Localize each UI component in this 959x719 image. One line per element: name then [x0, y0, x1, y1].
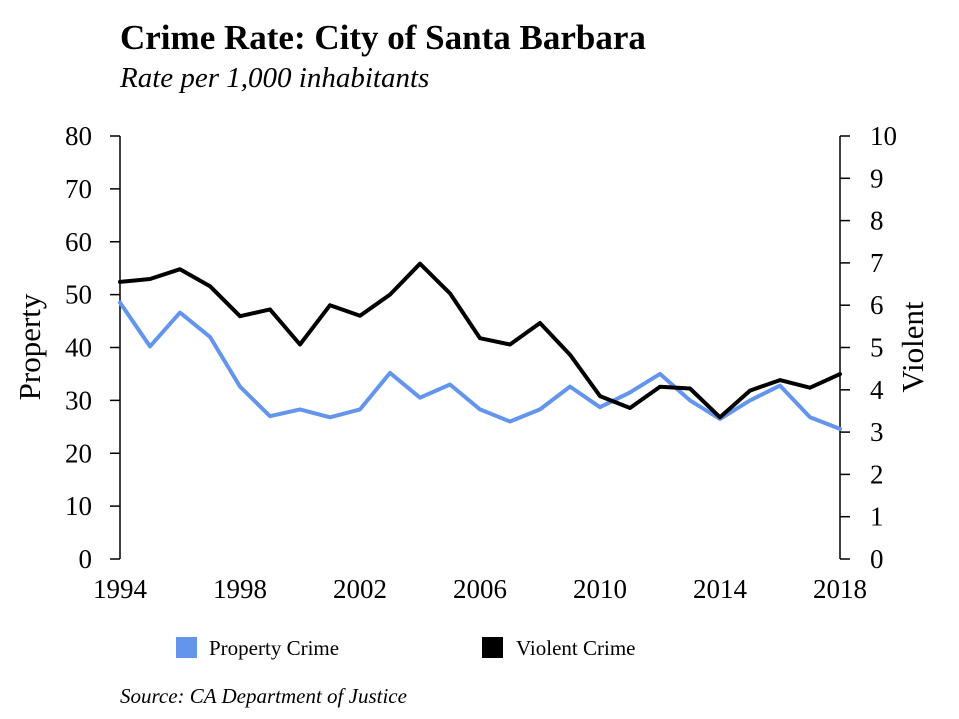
series-line-property: [118, 300, 842, 431]
right-tick-label: 9: [870, 163, 884, 193]
series-line-violent: [118, 261, 842, 420]
chart-subtitle: Rate per 1,000 inhabitants: [120, 62, 430, 94]
x-tick-label: 1994: [93, 574, 148, 604]
left-axis-title: Property: [12, 293, 47, 400]
legend-label-violent: Violent Crime: [516, 636, 635, 660]
right-tick-label: 2: [870, 459, 884, 489]
left-tick-label: 60: [65, 227, 92, 257]
right-tick-label: 10: [870, 121, 897, 151]
left-tick-label: 0: [79, 544, 93, 574]
source-note: Source: CA Department of Justice: [120, 684, 407, 708]
left-tick-label: 70: [65, 174, 92, 204]
legend-swatch-property: [176, 637, 197, 658]
left-tick-label: 30: [65, 385, 92, 415]
left-tick-label: 50: [65, 280, 92, 310]
right-axis-title: Violent: [895, 301, 930, 393]
right-tick-label: 1: [870, 502, 884, 532]
x-tick-label: 1998: [213, 574, 267, 604]
x-tick-label: 2010: [573, 574, 627, 604]
x-axis: 1994 1998 2002 2006 2010 2014 2018: [93, 574, 867, 604]
chart-title: Crime Rate: City of Santa Barbara: [120, 18, 646, 57]
left-tick-label: 80: [65, 121, 92, 151]
right-y-axis: 0 1 2 3 4 5 6 7 8 9 10: [839, 121, 897, 574]
x-tick-label: 2014: [693, 574, 748, 604]
right-tick-label: 3: [870, 417, 884, 447]
x-tick-label: 2018: [813, 574, 867, 604]
legend-swatch-violent: [482, 637, 503, 658]
right-tick-label: 7: [870, 248, 884, 278]
x-tick-label: 2002: [333, 574, 387, 604]
left-tick-label: 40: [65, 333, 92, 363]
right-tick-label: 5: [870, 333, 884, 363]
left-y-axis: 0 10 20 30 40 50 60 70 80: [65, 121, 121, 574]
right-tick-label: 0: [870, 544, 884, 574]
legend-label-property: Property Crime: [209, 636, 339, 660]
legend: Property Crime Violent Crime: [176, 636, 635, 660]
right-tick-label: 4: [870, 375, 884, 405]
x-tick-label: 2006: [453, 574, 507, 604]
series-layer: [118, 261, 842, 431]
left-tick-label: 10: [65, 491, 92, 521]
right-tick-label: 6: [870, 290, 884, 320]
right-tick-label: 8: [870, 206, 884, 236]
left-tick-label: 20: [65, 438, 92, 468]
